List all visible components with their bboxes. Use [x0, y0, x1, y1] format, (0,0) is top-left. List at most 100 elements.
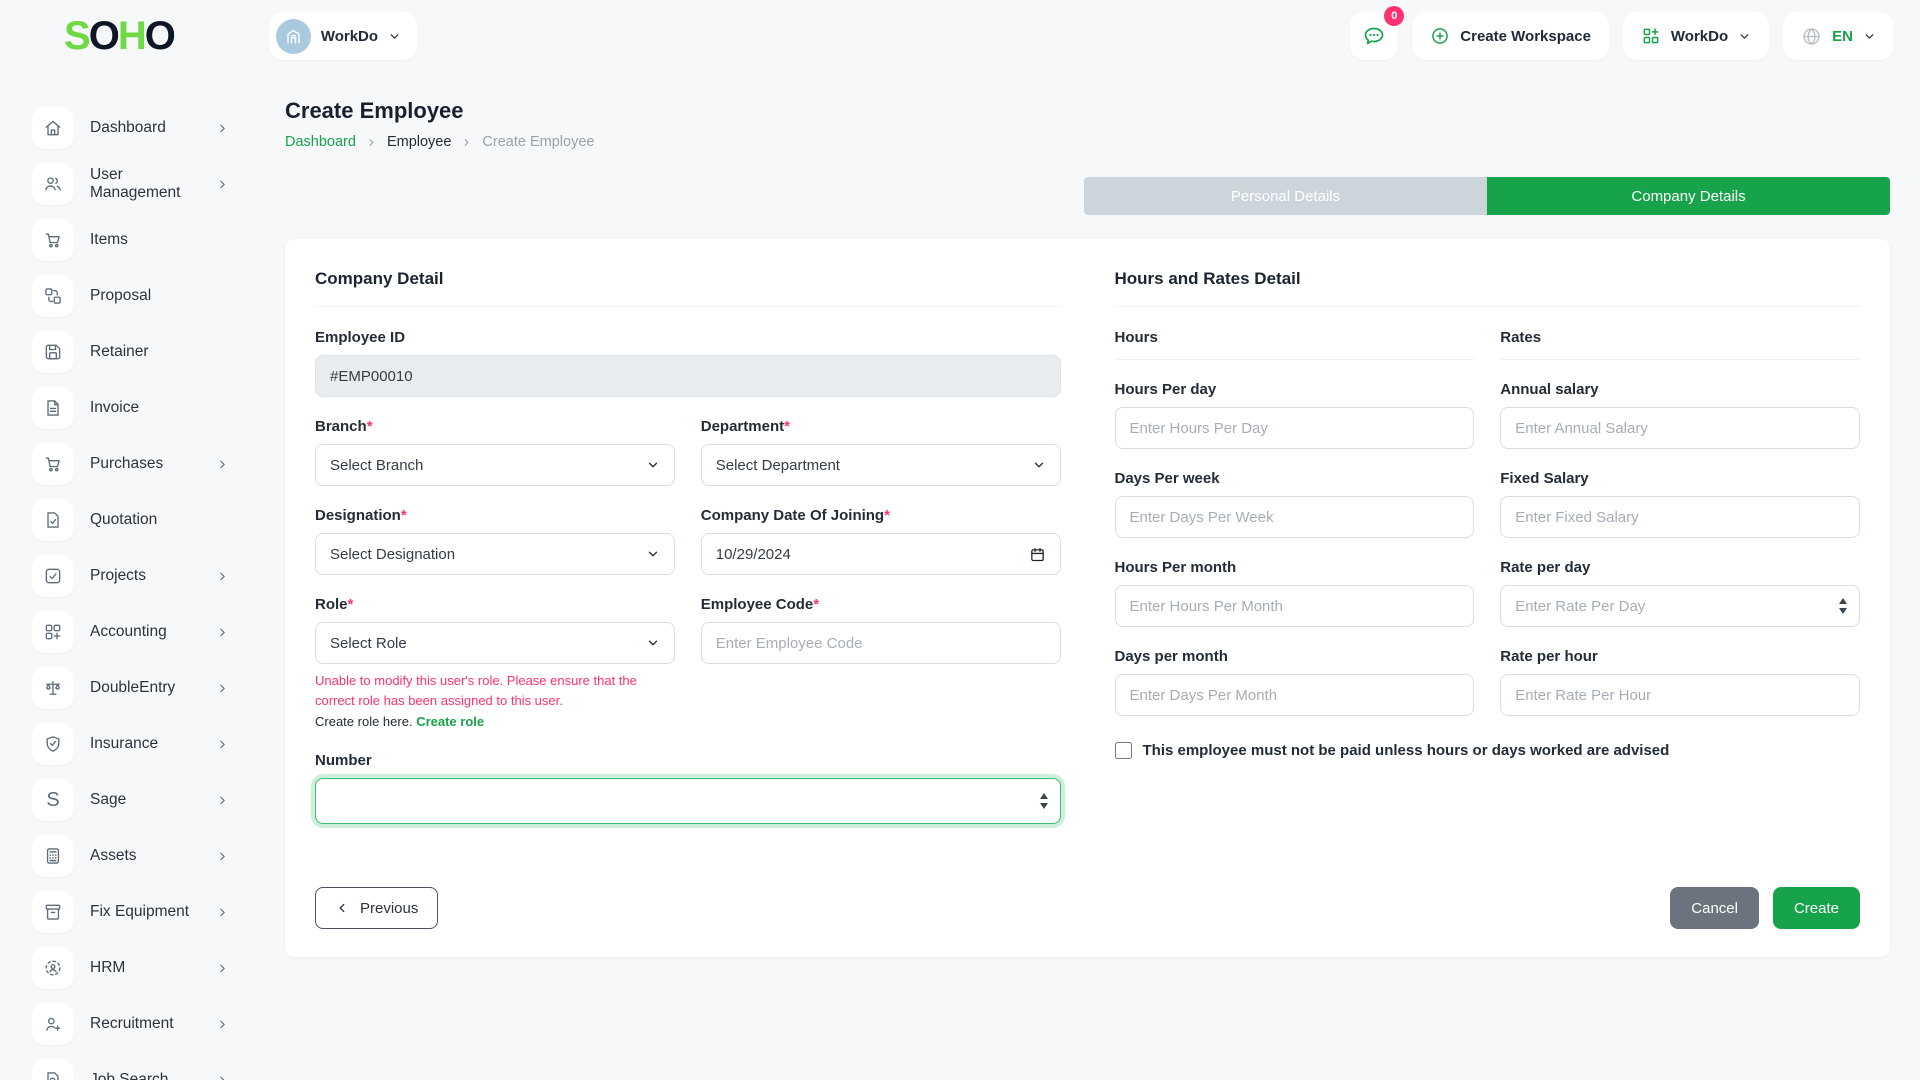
spinner-down-icon[interactable] [1839, 608, 1847, 614]
chevron-right-icon [216, 178, 229, 191]
cancel-button[interactable]: Cancel [1670, 887, 1759, 930]
file-search-icon [32, 1059, 74, 1080]
fixed-salary-field[interactable] [1500, 496, 1860, 538]
plus-circle-icon [1432, 28, 1449, 44]
create-role-link[interactable]: Create role [416, 714, 485, 730]
spinner-down-icon[interactable] [1039, 803, 1048, 810]
fixed-salary-label: Fixed Salary [1500, 470, 1589, 487]
hours-per-day-label: Hours Per day [1114, 381, 1217, 398]
rate-per-day-field[interactable] [1500, 585, 1860, 627]
number-field[interactable] [315, 778, 1061, 825]
branch-label: Branch [315, 418, 367, 435]
sage-icon: S [32, 779, 74, 821]
sidebar-item-fix-equipment[interactable]: Fix Equipment [32, 884, 229, 940]
department-label: Department [700, 418, 785, 435]
file-check-icon [32, 499, 74, 541]
sidebar-item-doubleentry[interactable]: DoubleEntry [32, 660, 229, 716]
chat-icon [1364, 27, 1384, 45]
hours-rates-heading: Hours and Rates Detail [1114, 269, 1860, 307]
sidebar-item-invoice[interactable]: Invoice [32, 380, 229, 436]
hours-per-day-field[interactable] [1114, 407, 1475, 449]
messages-button[interactable]: 0 [1350, 6, 1405, 60]
chevron-right-icon [216, 794, 229, 807]
chevron-right-icon [216, 1018, 229, 1031]
sidebar-item-items[interactable]: Items [32, 212, 229, 268]
person-plus-icon [32, 1003, 74, 1045]
hours-per-month-field[interactable] [1114, 585, 1475, 627]
hours-subheading: Hours [1114, 329, 1475, 360]
department-select[interactable]: Select Department [700, 444, 1061, 486]
annual-salary-field[interactable] [1500, 407, 1860, 449]
breadcrumb-employee-link[interactable]: Employee [386, 134, 452, 150]
spinner-up-icon[interactable] [1039, 793, 1048, 800]
sidebar-item-insurance[interactable]: Insurance [32, 716, 229, 772]
workspace-avatar [275, 18, 311, 54]
calculator-icon [32, 835, 74, 877]
rate-per-day-spinner[interactable] [1839, 598, 1847, 614]
branch-select[interactable]: Select Branch [315, 444, 675, 486]
role-select[interactable]: Select Role [315, 622, 675, 664]
joining-date-label: Company Date Of Joining [700, 507, 885, 524]
breadcrumb-separator-icon [464, 138, 469, 146]
logo-letter: H [117, 14, 147, 58]
required-mark: * [400, 507, 407, 524]
rates-subheading: Rates [1500, 329, 1860, 360]
must-not-be-paid-checkbox[interactable] [1114, 742, 1132, 759]
chevron-down-icon [390, 33, 399, 39]
check-square-icon [32, 555, 74, 597]
create-button[interactable]: Create [1772, 887, 1860, 930]
sidebar-item-recruitment[interactable]: Recruitment [32, 996, 229, 1052]
sidebar-item-job-search[interactable]: Job Search [32, 1052, 229, 1080]
rate-per-hour-label: Rate per hour [1500, 648, 1598, 665]
workdo-menu-label: WorkDo [1670, 27, 1729, 45]
previous-button[interactable]: Previous [315, 887, 439, 930]
breadcrumb-dashboard-link[interactable]: Dashboard [285, 134, 356, 150]
chevron-down-icon [1034, 462, 1043, 468]
days-per-month-field[interactable] [1114, 674, 1475, 716]
globe-icon [1803, 27, 1820, 45]
sidebar-item-user-management[interactable]: User Management [32, 156, 229, 212]
sidebar-item-dashboard[interactable]: Dashboard [32, 100, 229, 156]
create-workspace-button[interactable]: Create Workspace [1412, 12, 1609, 60]
workdo-menu-button[interactable]: WorkDo [1622, 12, 1770, 60]
sidebar-item-purchases[interactable]: Purchases [32, 436, 229, 492]
sidebar-item-sage[interactable]: S Sage [32, 772, 229, 828]
days-per-week-field[interactable] [1114, 496, 1475, 538]
sidebar-item-accounting[interactable]: Accounting [32, 604, 229, 660]
required-mark: * [813, 596, 820, 613]
breadcrumb-separator-icon [369, 138, 374, 146]
sidebar-item-assets[interactable]: Assets [32, 828, 229, 884]
sidebar-item-retainer[interactable]: Retainer [32, 324, 229, 380]
home-icon [32, 107, 74, 149]
sidebar-item-projects[interactable]: Projects [32, 548, 229, 604]
file-lines-icon [32, 387, 74, 429]
workspace-switcher[interactable]: WorkDo [268, 12, 418, 60]
number-label: Number [315, 752, 372, 770]
annual-salary-label: Annual salary [1500, 381, 1599, 398]
users-icon [32, 163, 74, 205]
employee-code-field[interactable] [700, 622, 1061, 664]
role-warning-text: Unable to modify this user's role. Pleas… [315, 673, 637, 709]
chevron-right-icon [216, 682, 229, 695]
chevron-right-icon [216, 738, 229, 751]
designation-label: Designation [315, 507, 401, 524]
number-spinner[interactable] [1039, 793, 1048, 810]
rate-per-hour-field[interactable] [1500, 674, 1860, 716]
workspace-name: WorkDo [320, 27, 379, 45]
swap-boxes-icon [32, 275, 74, 317]
sidebar-item-proposal[interactable]: Proposal [32, 268, 229, 324]
tab-personal-details[interactable]: Personal Details [1084, 177, 1487, 215]
chevron-down-icon [1740, 33, 1749, 39]
spinner-up-icon[interactable] [1839, 598, 1847, 604]
designation-select[interactable]: Select Designation [315, 533, 675, 575]
sidebar-item-quotation[interactable]: Quotation [32, 492, 229, 548]
joining-date-field[interactable]: 10/29/2024 [700, 533, 1061, 575]
tab-company-details[interactable]: Company Details [1487, 177, 1890, 215]
sidebar-item-hrm[interactable]: HRM [32, 940, 229, 996]
required-mark: * [366, 418, 373, 435]
language-selector[interactable]: EN [1783, 12, 1894, 60]
language-code: EN [1832, 27, 1853, 45]
breadcrumb-current: Create Employee [482, 134, 595, 150]
